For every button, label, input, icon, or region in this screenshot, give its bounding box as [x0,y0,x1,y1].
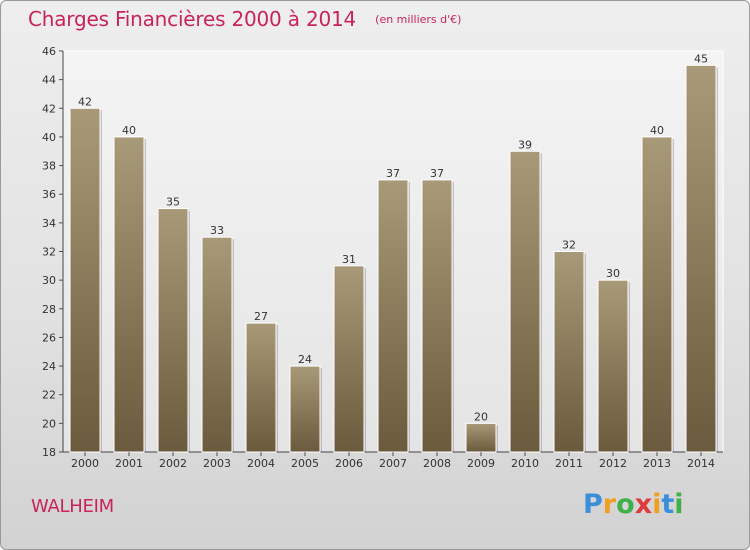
x-tick-label: 2011 [555,457,583,470]
x-tick-label: 2002 [159,457,187,470]
bar-value-label: 20 [474,410,488,423]
x-tick-label: 2006 [335,457,363,470]
bar [685,64,717,453]
y-tick-label: 36 [42,188,56,201]
y-tick-label: 30 [42,274,56,287]
y-tick-label: 32 [42,246,56,259]
bar-value-label: 27 [254,310,268,323]
bar-value-label: 40 [650,124,664,137]
x-tick-label: 2005 [291,457,319,470]
bar [597,279,629,453]
bar [69,107,101,453]
x-tick-label: 2012 [599,457,627,470]
logo-letter: t [661,489,675,520]
bar [465,422,497,453]
logo-letter: i [652,489,662,520]
bar-value-label: 31 [342,253,356,266]
logo-letter: i [674,489,684,520]
x-tick-label: 2013 [643,457,671,470]
bar [245,322,277,453]
bar-value-label: 37 [430,167,444,180]
bar-value-label: 45 [694,52,708,65]
bar-value-label: 30 [606,267,620,280]
y-tick-label: 44 [42,74,56,87]
bar-value-label: 32 [562,239,576,252]
bar [421,179,453,453]
bar-value-label: 39 [518,138,532,151]
bar [157,208,189,453]
y-tick-label: 24 [42,360,56,373]
commune-name: WALHEIM [31,496,114,517]
y-tick-label: 34 [42,217,56,230]
chart-subtitle: (en milliers d'€) [375,13,462,26]
bar-value-label: 40 [122,124,136,137]
x-tick-label: 2001 [115,457,143,470]
y-tick-label: 26 [42,331,56,344]
x-tick-label: 2000 [71,457,99,470]
bar [201,236,233,453]
bar [509,150,541,453]
y-tick-label: 20 [42,417,56,430]
y-tick-label: 22 [42,389,56,402]
title-block: Charges Financières 2000 à 2014 (en mill… [28,7,461,31]
proxiti-logo: Proxiti [583,489,684,520]
bar [289,365,321,453]
bar-value-label: 37 [386,167,400,180]
x-tick-label: 2007 [379,457,407,470]
bar-value-label: 35 [166,196,180,209]
bar-value-label: 42 [78,95,92,108]
logo-letter: P [583,489,603,520]
bar [553,251,585,453]
x-tick-label: 2003 [203,457,231,470]
x-tick-label: 2010 [511,457,539,470]
bar [113,136,145,453]
y-tick-label: 28 [42,303,56,316]
logo-letter: x [634,489,653,520]
y-tick-label: 42 [42,102,56,115]
x-tick-label: 2004 [247,457,275,470]
bar [333,265,365,453]
x-tick-label: 2009 [467,457,495,470]
logo-letter: r [602,489,617,520]
y-tick-label: 18 [42,446,56,459]
bar-value-label: 24 [298,353,312,366]
chart-title: Charges Financières 2000 à 2014 [28,7,357,31]
x-tick-label: 2008 [423,457,451,470]
x-tick-label: 2014 [687,457,715,470]
y-tick-label: 46 [42,45,56,58]
y-tick-label: 40 [42,131,56,144]
bar [641,136,673,453]
bar [377,179,409,453]
bar-value-label: 33 [210,224,224,237]
logo-letter: o [616,489,635,520]
y-tick-label: 38 [42,160,56,173]
